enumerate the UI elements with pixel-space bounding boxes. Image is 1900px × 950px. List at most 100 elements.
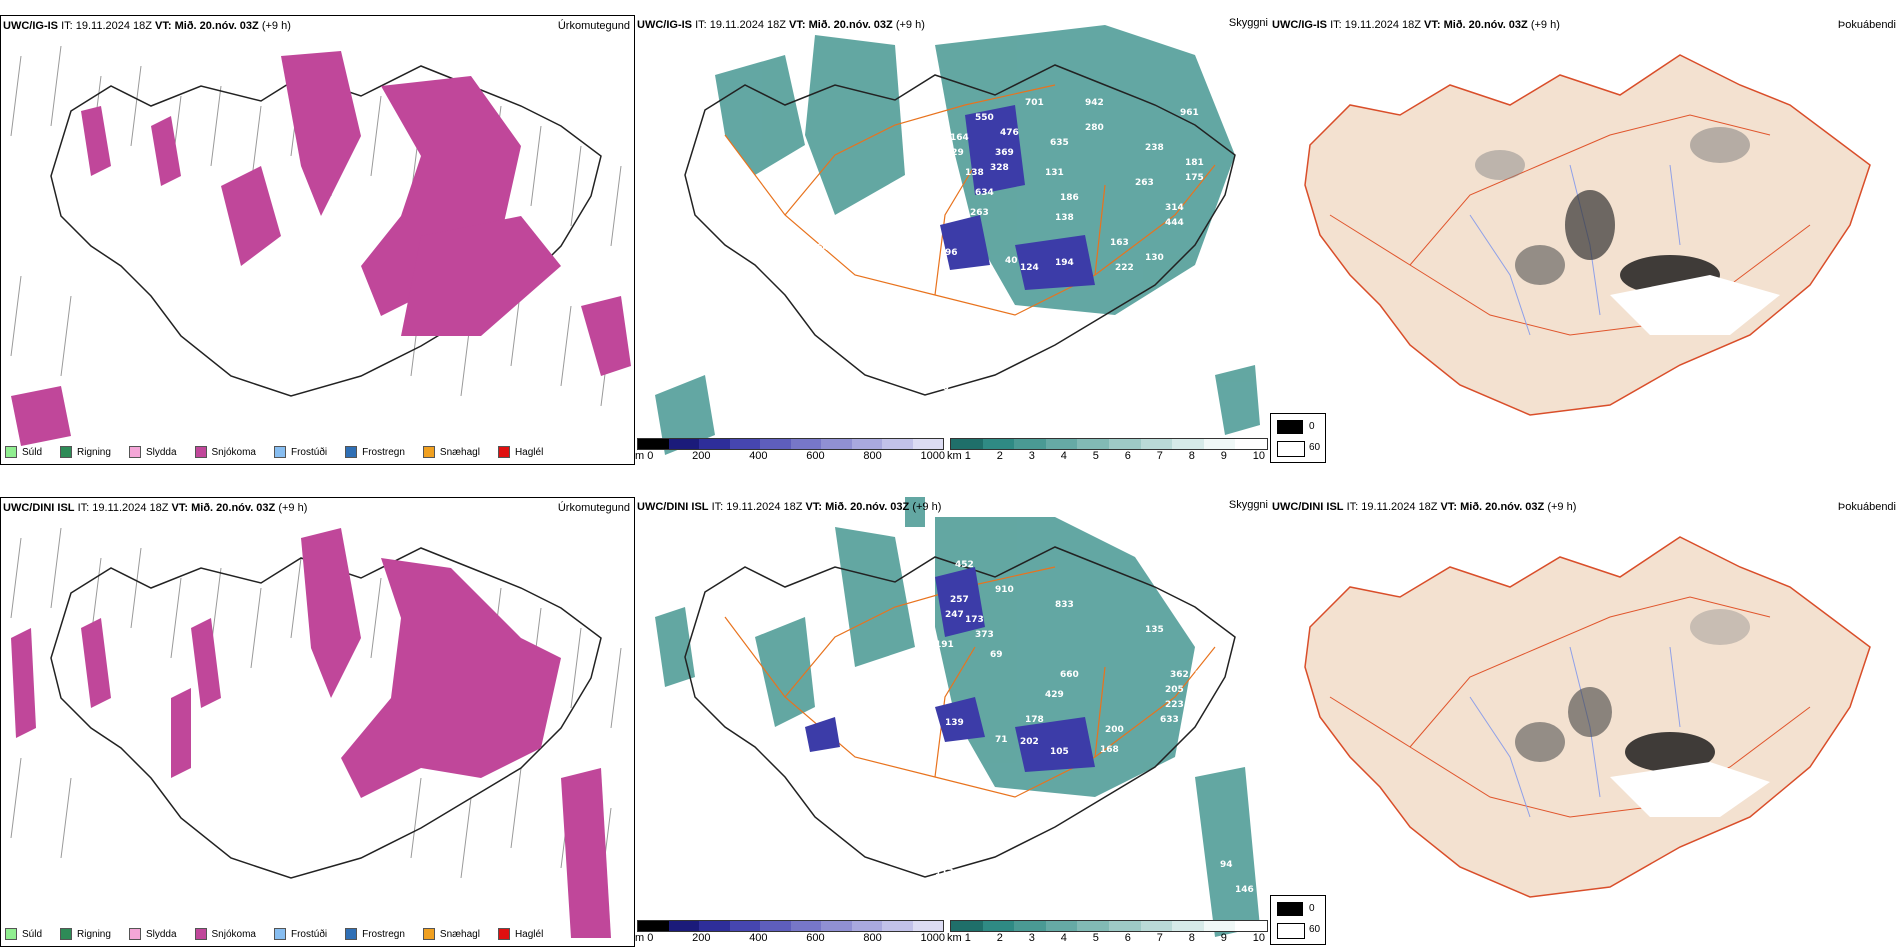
legend-item: Snæhagl [422,446,480,458]
visibility-panel-bottom: 452 910 833 257 247 173 135 286 191 373 … [635,497,1270,947]
visibility-panel-top: 942 961 280 701 550 263 476 164 229 369 … [635,15,1270,465]
value-label: 373 [975,630,994,640]
value-label: 464 [810,243,829,253]
cloudbase-areas [805,567,1095,772]
value-label: 71 [995,735,1008,745]
cloudbase-areas [940,105,1095,290]
legend-item: Frostúði [273,928,327,940]
value-label: 328 [990,163,1009,173]
precip-type-panel-bottom: UWC/DINI ISL IT: 19.11.2024 18Z VT: Mið.… [0,497,635,947]
legend-item: Snjókoma [194,446,256,458]
panel-header: UWC/DINI ISL IT: 19.11.2024 18Z VT: Mið.… [3,502,308,514]
panel-title: Þokuábendi [1837,19,1896,31]
cloudbase-values: 942 961 280 701 550 263 476 164 229 369 … [810,98,1204,393]
cloudbase-ticks: m 0 200 400 600 800 1000 [635,450,945,462]
value-label: 139 [945,718,964,728]
value-label: 138 [965,168,984,178]
legend-item: Slydda [128,446,177,458]
value-label: 40 [1005,256,1018,266]
legend-item: Frostregn [345,446,405,458]
value-label: 833 [1055,600,1074,610]
value-label: 135 [1145,625,1164,635]
value-label: 635 [1050,138,1069,148]
precip-type-panel-top: UWC/IG-IS IT: 19.11.2024 18Z VT: Mið. 20… [0,15,635,465]
value-label: 164 [950,133,969,143]
value-label: 550 [975,113,994,123]
fog-legend: 0 60 [1270,895,1326,945]
value-label: 369 [995,148,1014,158]
legend-item: Frostregn [345,928,405,940]
fog-shading [1475,127,1780,335]
panel-title: Úrkomutegund [557,20,630,32]
legend-item: Slydda [128,928,177,940]
low-visibility-areas [655,25,1260,455]
legend-item: Snæhagl [422,928,480,940]
precip-type-map [10,527,622,938]
value-label: 94 [1220,860,1233,870]
value-label: 489 [830,223,849,233]
panel-header: UWC/IG-IS IT: 19.11.2024 18Z VT: Mið. 20… [3,20,291,32]
value-label: 286 [1195,670,1214,680]
value-label: 102 [895,243,914,253]
legend-item: Súld [5,928,42,940]
snow-areas [11,528,611,938]
value-label: 205 [1165,685,1184,695]
value-label: 429 [1045,690,1064,700]
cloudbase-colorbar [637,920,944,932]
value-label: 202 [1020,737,1039,747]
legend-item: Snjókoma [194,928,256,940]
snow-areas [11,51,631,446]
value-label: 660 [1060,670,1079,680]
value-label: 186 [1060,193,1079,203]
value-label: 131 [1045,168,1064,178]
value-label: 263 [970,208,989,218]
legend-item: Frostúði [273,446,327,458]
value-label: 634 [975,188,994,198]
value-label: 476 [1000,128,1019,138]
visibility-colorbar [950,920,1268,932]
value-label: 89 [875,747,888,757]
value-label: 362 [1170,670,1189,680]
value-label: 910 [995,585,1014,595]
fog-panel-bottom: UWC/DINI ISL IT: 19.11.2024 18Z VT: Mið.… [1270,497,1900,947]
legend-item: Haglél [497,928,543,940]
value-label: 280 [1085,123,1104,133]
iceland-outline [50,65,602,397]
value-label: 223 [1165,700,1184,710]
value-label: 163 [1110,238,1129,248]
value-label: 257 [950,595,969,605]
visibility-ticks: km 1 2 3 4 5 6 7 8 9 10 [947,932,1265,944]
value-label: 181 [1185,158,1204,168]
roads [724,566,1216,798]
panel-title: Þokuábendi [1837,501,1896,513]
iceland-outline [50,547,602,879]
value-label: 113 [935,868,954,878]
value-label: 105 [1050,747,1069,757]
value-label: 146 [1235,885,1254,895]
roads [1329,596,1811,818]
legend-item: Rigning [60,928,111,940]
panel-title: Úrkomutegund [557,502,630,514]
value-label: 96 [945,248,958,258]
value-label: 942 [1085,98,1104,108]
cloudbase-colorbar [637,438,944,450]
value-label: 194 [1055,258,1074,268]
roads [724,84,1216,316]
panel-title: Skyggni [1228,499,1268,511]
value-label: 238 [1145,143,1164,153]
value-label: 229 [945,148,964,158]
precip-legend: Súld Rigning Slydda Snjókoma Frostúði Fr… [5,928,543,940]
precip-legend: Súld Rigning Slydda Snjókoma Frostúði Fr… [5,446,543,458]
value-label: 263 [1135,178,1154,188]
cloudbase-ticks: m 0 200 400 600 800 1000 [635,932,945,944]
value-label: 314 [1165,203,1184,213]
visibility-colorbar [950,438,1268,450]
value-label: 452 [955,560,974,570]
low-visibility-areas [655,497,1260,937]
panel-header: UWC/DINI ISL IT: 19.11.2024 18Z VT: Mið.… [1272,501,1577,513]
value-label: 138 [1055,213,1074,223]
fog-map [1304,536,1871,898]
panel-title: Skyggni [1228,17,1268,29]
value-label: 69 [990,650,1003,660]
value-label: 200 [1105,725,1124,735]
